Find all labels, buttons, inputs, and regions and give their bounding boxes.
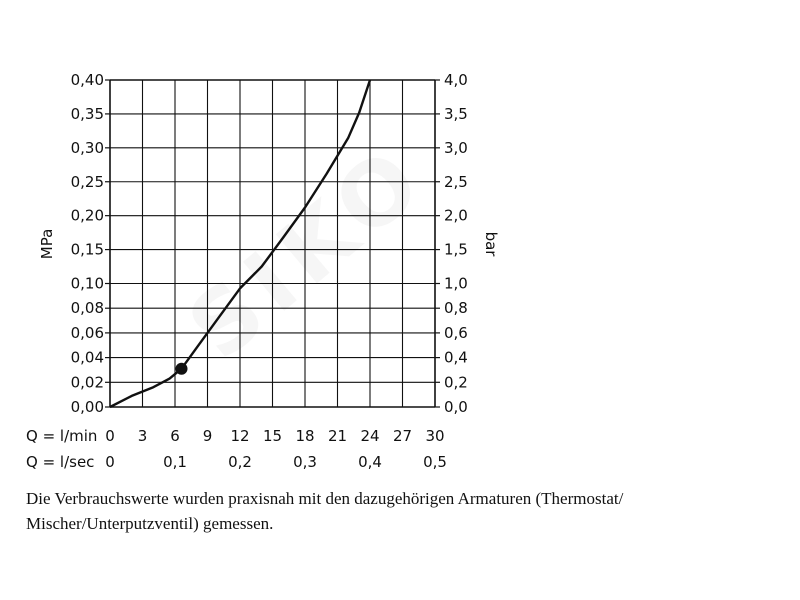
right-tick-label: 0,8: [444, 299, 468, 317]
x-lmin-tick-label: 30: [425, 427, 444, 445]
x-lmin-tick-label: 0: [105, 427, 115, 445]
x-lsec-tick-label: 0,3: [293, 453, 317, 471]
left-tick-label: 0,00: [71, 398, 104, 416]
chart-tick-labels: 0,00 0,00,02 0,20,04 0,40,06 0,60,08 0,80,10 1…: [71, 71, 468, 471]
right-tick-label: 2,0: [444, 207, 468, 225]
x-lsec-tick-label: 0,2: [228, 453, 252, 471]
right-tick-label: 3,0: [444, 139, 468, 157]
left-tick-label: 0,06: [71, 324, 104, 342]
right-tick-label: 0,6: [444, 324, 468, 342]
series-line: [109, 79, 372, 409]
left-tick-label: 0,40: [71, 71, 104, 89]
right-axis-title: bar: [482, 232, 500, 258]
x-lmin-tick-label: 24: [360, 427, 379, 445]
chart-caption: Die Verbrauchswerte wurden praxisnah mit…: [26, 489, 624, 533]
x-lmin-tick-label: 27: [393, 427, 412, 445]
left-axis-title: MPa: [38, 229, 56, 260]
x-axis-lmin-title: Q = l/min: [26, 427, 97, 445]
left-tick-label: 0,04: [71, 349, 104, 367]
chart-curve-layer: [109, 79, 372, 409]
left-tick-label: 0,35: [71, 105, 104, 123]
x-axis-lsec-title: Q = l/sec: [26, 453, 94, 471]
right-tick-label: 1,0: [444, 275, 468, 293]
right-tick-label: 0,2: [444, 373, 468, 391]
x-lmin-tick-label: 15: [263, 427, 282, 445]
right-tick-label: 2,5: [444, 173, 468, 191]
chart-grid: [105, 79, 440, 408]
x-lmin-tick-label: 18: [295, 427, 314, 445]
x-lsec-tick-label: 0: [105, 453, 115, 471]
right-tick-label: 0,4: [444, 349, 468, 367]
x-lmin-tick-label: 12: [230, 427, 249, 445]
left-tick-label: 0,25: [71, 173, 104, 191]
pressure-flow-chart: 0,00 0,00,02 0,20,04 0,40,06 0,60,08 0,80,10 1…: [26, 71, 500, 471]
right-tick-label: 3,5: [444, 105, 468, 123]
right-tick-label: 0,0: [444, 398, 468, 416]
left-tick-label: 0,15: [71, 241, 104, 259]
x-lmin-tick-label: 21: [328, 427, 347, 445]
x-lmin-tick-label: 6: [170, 427, 180, 445]
x-lmin-tick-label: 3: [138, 427, 148, 445]
right-tick-label: 1,5: [444, 241, 468, 259]
x-lmin-tick-label: 9: [203, 427, 213, 445]
left-tick-label: 0,20: [71, 207, 104, 225]
x-lsec-tick-label: 0,1: [163, 453, 187, 471]
left-tick-label: 0,02: [71, 373, 104, 391]
x-lsec-tick-label: 0,5: [423, 453, 447, 471]
left-tick-label: 0,30: [71, 139, 104, 157]
left-tick-label: 0,10: [71, 275, 104, 293]
right-tick-label: 4,0: [444, 71, 468, 89]
left-tick-label: 0,08: [71, 299, 104, 317]
x-lsec-tick-label: 0,4: [358, 453, 382, 471]
operating-point-marker: [175, 362, 188, 375]
